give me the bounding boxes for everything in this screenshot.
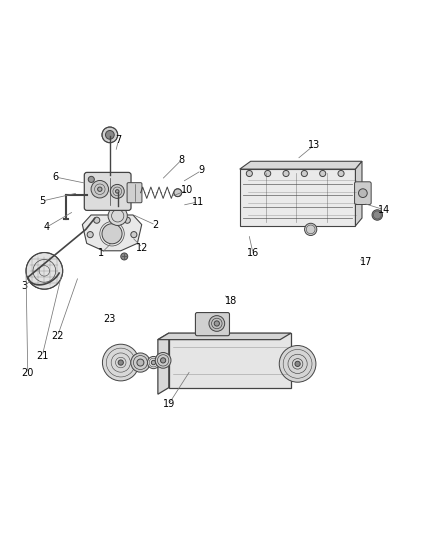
Circle shape	[301, 171, 307, 176]
Circle shape	[87, 231, 93, 238]
Text: 6: 6	[52, 172, 58, 182]
Circle shape	[295, 361, 300, 367]
Circle shape	[246, 171, 252, 176]
Circle shape	[124, 217, 131, 223]
FancyBboxPatch shape	[355, 182, 371, 205]
Circle shape	[98, 187, 102, 191]
FancyBboxPatch shape	[195, 312, 230, 336]
Circle shape	[88, 176, 94, 182]
Text: 8: 8	[179, 155, 185, 165]
Text: 3: 3	[21, 281, 28, 291]
Text: 12: 12	[136, 243, 149, 253]
Circle shape	[214, 321, 219, 326]
Polygon shape	[240, 161, 362, 169]
Text: 11: 11	[192, 197, 204, 207]
Circle shape	[108, 206, 127, 225]
Circle shape	[160, 358, 166, 363]
Text: 7: 7	[116, 135, 122, 145]
Text: 21: 21	[36, 351, 48, 361]
Text: 13: 13	[308, 140, 320, 150]
Polygon shape	[356, 161, 362, 226]
Circle shape	[265, 171, 271, 176]
Circle shape	[209, 316, 225, 332]
Text: 9: 9	[198, 165, 205, 175]
Text: 22: 22	[51, 332, 64, 341]
Polygon shape	[169, 333, 291, 387]
Text: 19: 19	[162, 399, 175, 409]
Circle shape	[304, 223, 317, 236]
Circle shape	[279, 345, 316, 382]
Circle shape	[151, 360, 155, 365]
Circle shape	[91, 181, 109, 198]
Text: 23: 23	[104, 314, 116, 324]
FancyBboxPatch shape	[84, 172, 131, 211]
Text: 2: 2	[152, 220, 159, 230]
Text: 5: 5	[39, 196, 45, 206]
Circle shape	[102, 224, 122, 244]
Circle shape	[320, 171, 326, 176]
Circle shape	[94, 217, 100, 223]
Circle shape	[148, 357, 159, 369]
Text: 20: 20	[21, 368, 34, 378]
Circle shape	[358, 189, 367, 198]
Text: 10: 10	[181, 185, 194, 195]
Circle shape	[137, 359, 144, 366]
Text: 16: 16	[247, 248, 259, 259]
Circle shape	[131, 353, 150, 372]
Circle shape	[372, 210, 382, 220]
Text: 14: 14	[378, 205, 390, 215]
Circle shape	[283, 171, 289, 176]
FancyBboxPatch shape	[127, 183, 142, 203]
Circle shape	[338, 171, 344, 176]
Circle shape	[102, 127, 118, 143]
Circle shape	[131, 231, 137, 238]
Circle shape	[110, 184, 124, 198]
Text: 1: 1	[98, 248, 104, 259]
Circle shape	[155, 352, 171, 368]
Polygon shape	[158, 333, 169, 394]
Text: 18: 18	[225, 296, 237, 306]
Circle shape	[26, 253, 63, 289]
Circle shape	[121, 253, 128, 260]
Circle shape	[116, 190, 119, 193]
Text: 17: 17	[360, 257, 373, 267]
Circle shape	[110, 183, 126, 198]
Polygon shape	[82, 215, 142, 251]
Circle shape	[106, 131, 114, 139]
Polygon shape	[240, 169, 356, 226]
Circle shape	[174, 189, 182, 197]
Polygon shape	[158, 333, 291, 340]
Circle shape	[102, 344, 139, 381]
Text: 4: 4	[43, 222, 49, 232]
Circle shape	[118, 360, 124, 365]
